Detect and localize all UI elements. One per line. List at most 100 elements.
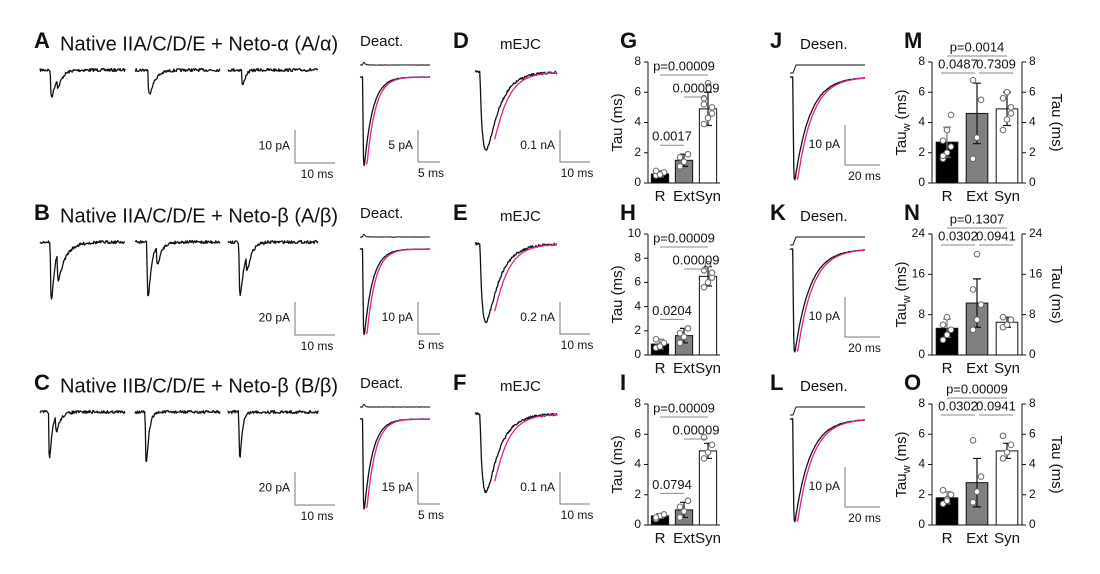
y-axis-label: Tauw (ms): [893, 261, 913, 327]
y-tick-label: 4: [634, 299, 641, 313]
data-point: [1003, 321, 1011, 329]
scale-bar: [417, 130, 440, 163]
y-axis-label-main: Tau: [893, 131, 910, 155]
p-value: p=0.00009: [653, 58, 715, 73]
piezo-trace: [359, 403, 431, 408]
y-tick-label: 2: [634, 323, 641, 337]
data-point: [708, 104, 716, 111]
scale-bar: [294, 472, 335, 506]
desen-trace: [789, 76, 866, 181]
y2-axis-label: Tau (ms): [1048, 435, 1065, 493]
panel-letter: K: [770, 200, 786, 225]
data-point: [704, 79, 712, 87]
data-point: [939, 486, 947, 494]
panel-letter: J: [770, 28, 782, 53]
y-axis-label-main: Tau (ms): [609, 93, 626, 151]
p-value: 0.0941: [976, 228, 1016, 243]
data-point: [1007, 316, 1015, 324]
x-tick-label: Ext: [966, 530, 989, 547]
y-axis-label: Tau (ms): [609, 93, 626, 151]
y-tick-label: 0: [918, 175, 925, 189]
y-axis-label-sub: w: [901, 465, 913, 474]
p-value: 0.7309: [976, 56, 1016, 71]
data-point: [676, 514, 684, 521]
panel-letter: I: [620, 370, 626, 395]
y2-tick-label: 8: [1029, 54, 1036, 68]
data-point: [969, 76, 977, 84]
panel-letter: F: [453, 370, 466, 395]
scale-bar: [559, 472, 590, 505]
x-tick-label: Syn: [695, 530, 721, 547]
scale-label: 20 ms: [848, 169, 881, 183]
data-point: [1003, 88, 1011, 96]
y-tick-label: 0: [918, 517, 925, 531]
data-point: [700, 120, 708, 128]
piezo-trace: [790, 64, 865, 74]
desen-fit: [796, 249, 865, 352]
current-sweep: [227, 409, 319, 458]
data-point: [676, 163, 684, 170]
data-point: [700, 455, 708, 462]
y-axis-label: Tau (ms): [609, 435, 626, 493]
panel-letter: B: [34, 200, 50, 225]
p-value: 0.0794: [652, 477, 692, 492]
deact-fit: [365, 418, 431, 509]
panel-letter: H: [620, 200, 636, 225]
y2-tick-label: 16: [1029, 267, 1043, 281]
p-value: 0.0017: [652, 129, 692, 144]
y-tick-label: 8: [918, 396, 925, 410]
y-tick-label: 16: [912, 267, 926, 281]
data-point: [708, 269, 716, 277]
p-value: 0.0941: [976, 398, 1016, 413]
data-point: [680, 333, 688, 341]
x-tick-label: R: [942, 188, 953, 205]
panel-letter: D: [453, 28, 469, 53]
mejc-trace: [474, 70, 558, 151]
data-point: [660, 511, 668, 518]
y-tick-label: 0: [634, 517, 641, 531]
data-point: [939, 137, 947, 144]
y2-tick-label: 6: [1029, 426, 1036, 440]
y-tick-label: 8: [918, 307, 925, 321]
y-tick-label: 6: [918, 426, 925, 440]
data-point: [708, 441, 716, 449]
data-point: [943, 331, 951, 339]
data-point: [977, 96, 985, 104]
y-tick-label: 4: [634, 115, 641, 129]
p-value: 0.0302: [938, 398, 978, 413]
p-value: p=0.00009: [653, 230, 715, 245]
y-axis-label-unit: (ms): [893, 431, 910, 461]
current-sweep: [227, 67, 319, 86]
data-point: [969, 155, 977, 163]
panel-letter: A: [34, 28, 50, 53]
data-point: [700, 283, 708, 291]
y-tick-label: 6: [918, 84, 925, 98]
y-axis-label-main: Tau: [893, 303, 910, 327]
y-axis-label-main: Tau: [893, 473, 910, 497]
panel-label: Deact.: [360, 33, 403, 50]
error-bar: [973, 457, 981, 508]
current-sweep: [39, 67, 126, 98]
panel-letter: E: [453, 200, 468, 225]
scale-label: 20 ms: [848, 511, 881, 525]
data-point: [700, 95, 708, 102]
y-tick-label: 6: [634, 84, 641, 98]
y-axis-label-unit: (ms): [893, 261, 910, 291]
data-point: [700, 101, 708, 108]
panel-label: Deact.: [360, 375, 403, 392]
data-point: [939, 336, 947, 344]
y-tick-label: 2: [634, 487, 641, 501]
y-tick-label: 2: [918, 487, 925, 501]
y2-axis-label: Tau (ms): [1048, 93, 1065, 151]
panel-letter: C: [34, 370, 50, 395]
current-sweep: [134, 239, 221, 297]
y-tick-label: 6: [634, 426, 641, 440]
piezo-trace: [360, 233, 431, 238]
panel-label: mEJC: [500, 208, 541, 225]
scale-label: 0.2 nA: [520, 310, 555, 324]
panel-letter: N: [904, 200, 920, 225]
x-tick-label: R: [942, 360, 953, 377]
scale-label: 20 pA: [259, 311, 290, 325]
data-point: [973, 250, 981, 258]
panel-label: Desen.: [800, 378, 848, 395]
